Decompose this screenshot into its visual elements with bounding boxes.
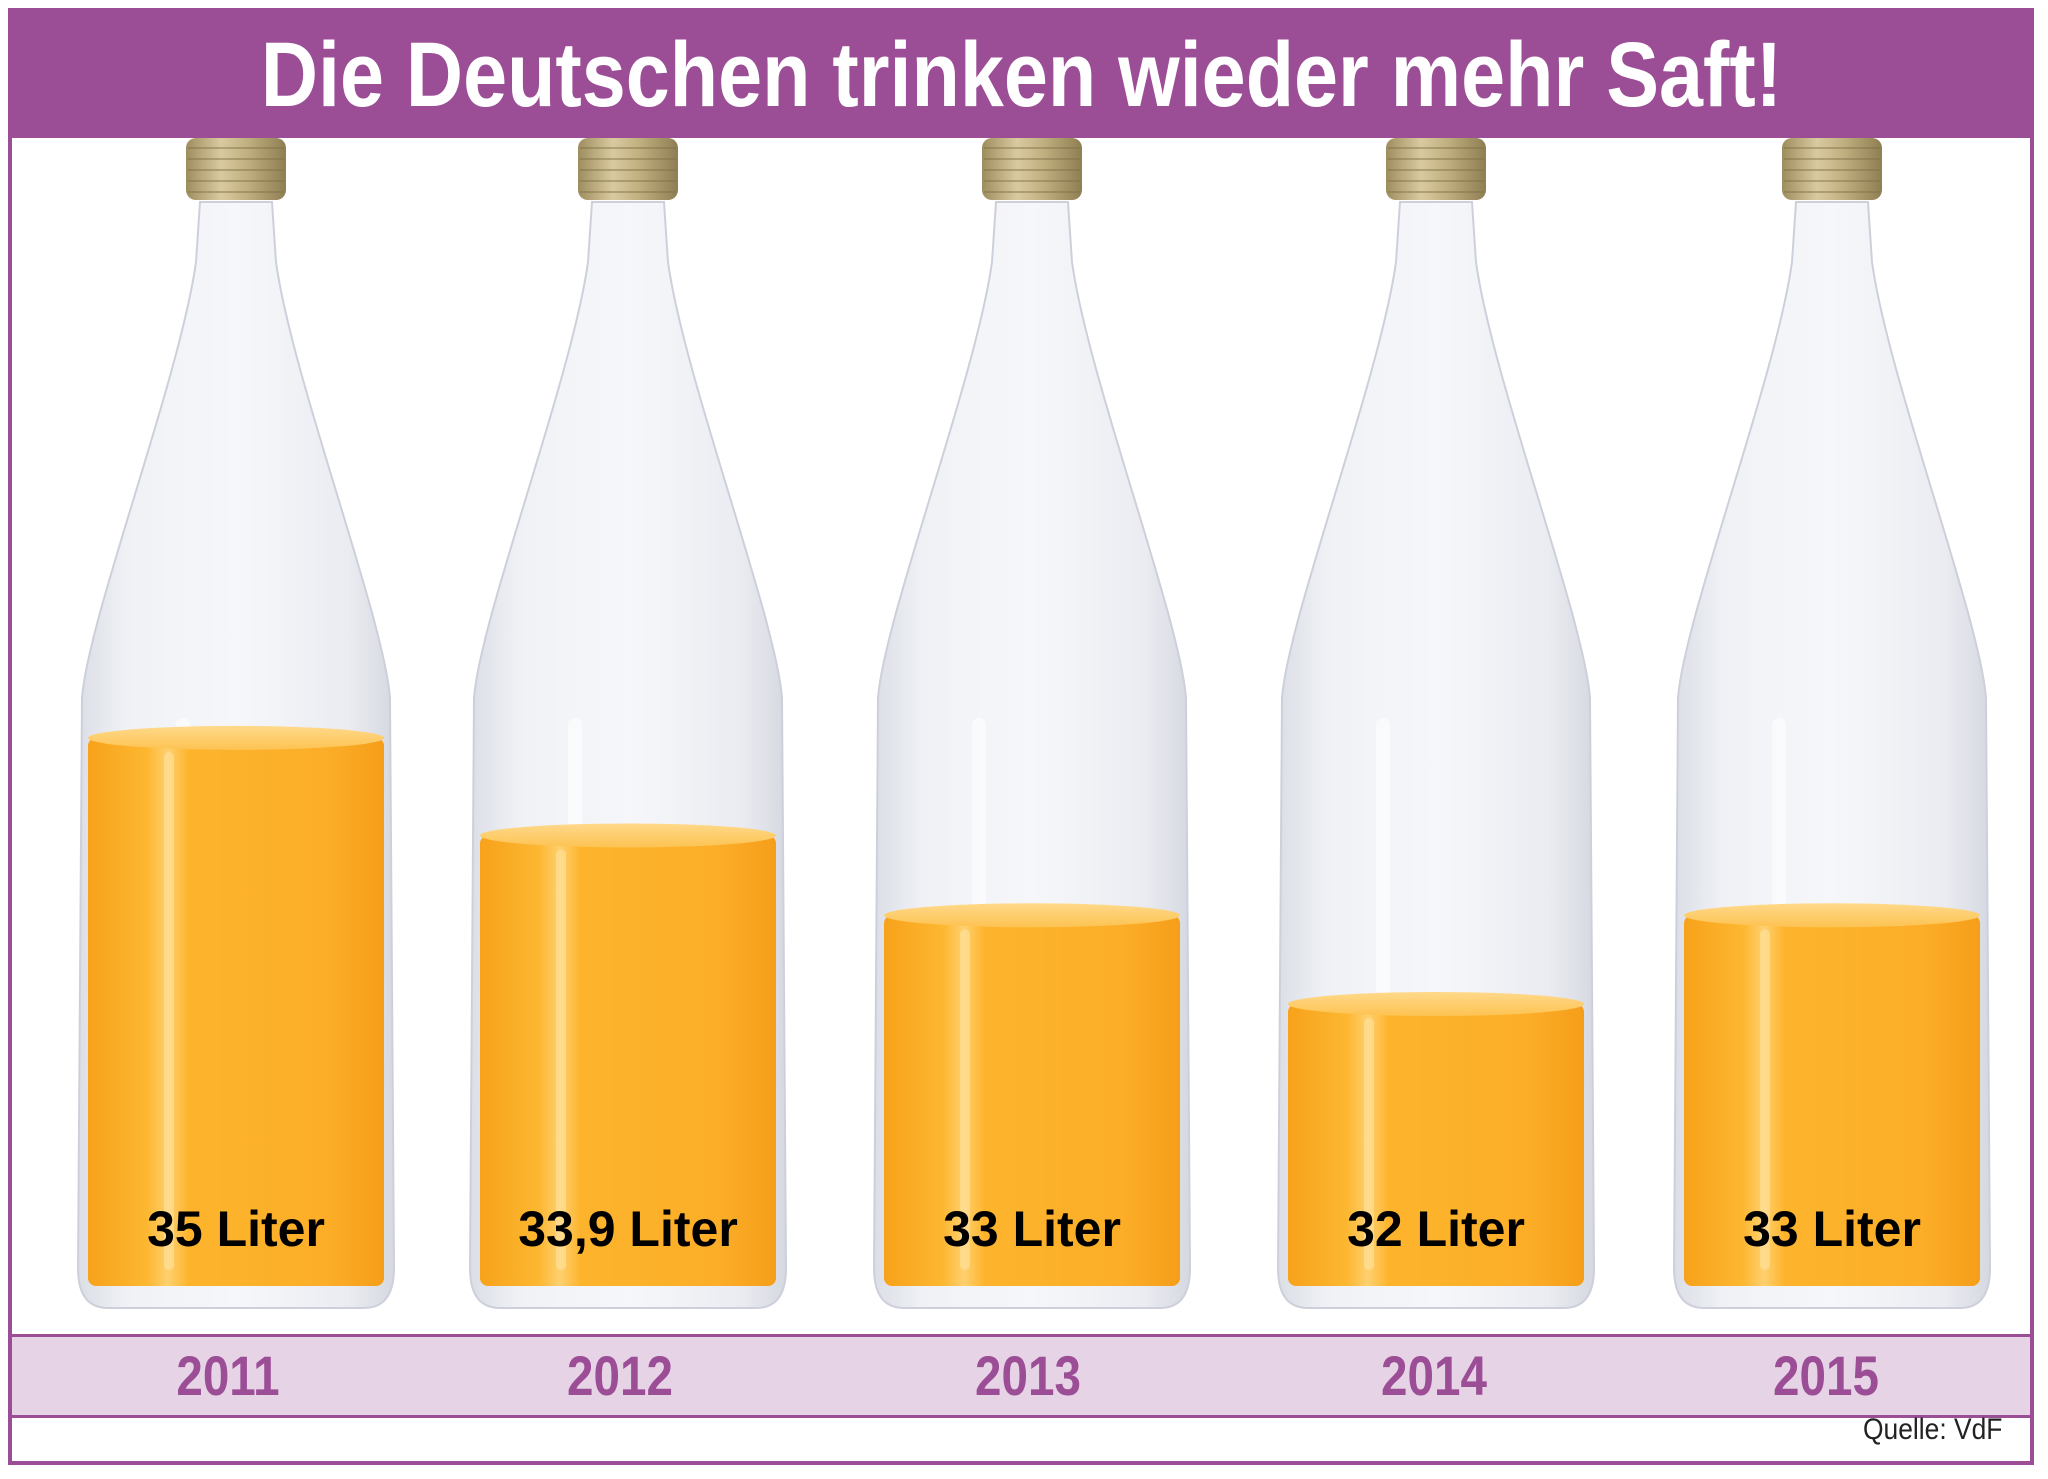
juice-surface [1684, 903, 1980, 928]
year-label-2014: 2014 [1381, 1344, 1487, 1407]
bottles-group: 35 Liter 33,9 Liter 33 Liter 32 Liter 33 Lit… [76, 138, 1992, 1309]
title-bar: Die Deutschen trinken wieder mehr Saft! [12, 12, 2030, 138]
juice-highlight [164, 751, 174, 1270]
bottle-cap [1782, 138, 1882, 200]
source-note: Quelle: VdF [1862, 1413, 2002, 1446]
juice-highlight [556, 849, 566, 1270]
year-band: 2011 2012 2013 2014 2015 [12, 1334, 2030, 1418]
bottle-2014: 32 Liter [1276, 138, 1596, 1309]
juice-surface [1288, 992, 1584, 1016]
infographic-frame: Die Deutschen trinken wieder mehr Saft! [8, 8, 2034, 1465]
year-label-2013: 2013 [975, 1344, 1081, 1407]
year-label-2015: 2015 [1773, 1344, 1879, 1407]
bottle-cap [1386, 138, 1486, 200]
juice-bar [1684, 915, 1980, 1286]
juice-highlight [960, 929, 970, 1270]
juice-highlight [1364, 1018, 1374, 1270]
value-label-2014: 32 Liter [1347, 1201, 1525, 1257]
juice-bar [88, 737, 384, 1286]
value-label-2012: 33,9 Liter [518, 1201, 738, 1257]
juice-bar [1288, 1004, 1584, 1286]
bottle-2013: 33 Liter [872, 138, 1192, 1309]
juice-highlight [1760, 929, 1770, 1270]
juice-bar [884, 915, 1180, 1286]
year-label-2012: 2012 [567, 1344, 673, 1407]
bottle-cap [578, 138, 678, 200]
value-label-2011: 35 Liter [147, 1201, 325, 1257]
juice-surface [88, 725, 384, 750]
bottle-2015: 33 Liter [1672, 138, 1992, 1309]
juice-surface [884, 903, 1180, 928]
bottle-chart: 35 Liter 33,9 Liter 33 Liter 32 Liter 33 Lit… [76, 138, 1992, 1309]
bottle-2011: 35 Liter [76, 138, 396, 1309]
bottle-cap [186, 138, 286, 200]
bottle-cap [982, 138, 1082, 200]
year-label-2011: 2011 [176, 1344, 280, 1407]
chart-title: Die Deutschen trinken wieder mehr Saft! [260, 23, 1782, 126]
value-label-2013: 33 Liter [943, 1201, 1121, 1257]
juice-bar [480, 835, 776, 1286]
value-label-2015: 33 Liter [1743, 1201, 1921, 1257]
bottle-2012: 33,9 Liter [468, 138, 788, 1309]
juice-surface [480, 823, 776, 848]
